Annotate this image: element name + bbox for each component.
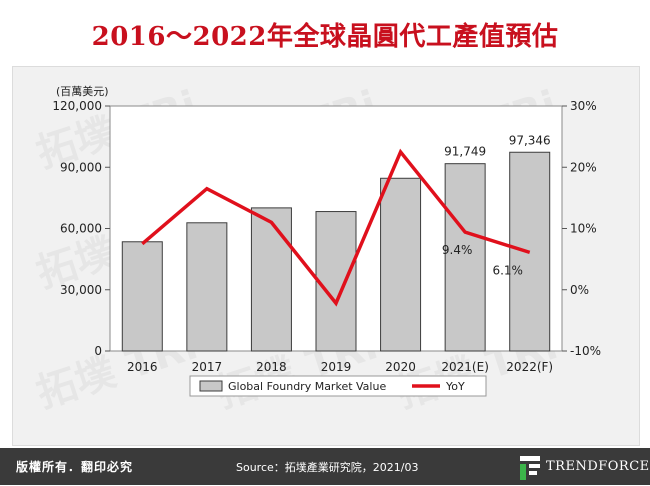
legend: Global Foundry Market Value YoY bbox=[189, 375, 487, 397]
x-tick-label: 2016 bbox=[127, 360, 158, 374]
y-left-tick-label: 120,000 bbox=[52, 99, 102, 113]
x-tick-label: 2020 bbox=[385, 360, 416, 374]
y-left-tick-label: 0 bbox=[94, 344, 102, 358]
axes: 0 30,000 60,000 90,000 120,000(百萬美元) -10% 0% 10… bbox=[52, 85, 601, 374]
data-label: 9.4% bbox=[442, 243, 473, 257]
y-left-tick-label: 90,000 bbox=[60, 160, 102, 174]
bar bbox=[186, 222, 228, 352]
bar-series bbox=[121, 151, 551, 352]
bar bbox=[380, 177, 422, 352]
bar bbox=[315, 211, 357, 352]
x-tick-label: 2019 bbox=[321, 360, 352, 374]
x-tick-label: 2018 bbox=[256, 360, 287, 374]
x-tick-label: 2021(E) bbox=[441, 360, 488, 374]
legend-label-bar: Global Foundry Market Value bbox=[228, 380, 386, 393]
data-label: 91,749 bbox=[444, 145, 486, 159]
trendforce-logo-icon bbox=[520, 456, 540, 480]
y-left-axis-label: (百萬美元) bbox=[56, 85, 109, 98]
yoy-series bbox=[141, 148, 531, 307]
legend-label-line: YoY bbox=[445, 380, 465, 393]
source-text: Source：拓墣產業研究院，2021/03 bbox=[236, 461, 419, 474]
y-left-tick-label: 60,000 bbox=[60, 222, 102, 236]
y-right-tick-label: 30% bbox=[570, 99, 597, 113]
legend-box bbox=[189, 375, 487, 397]
legend-swatch-bar bbox=[199, 380, 223, 392]
trendforce-logo-text: TRENDFORCE bbox=[546, 459, 650, 474]
chart-title: 2016～2022年全球晶圓代工產值預估 bbox=[91, 22, 559, 52]
y-left-tick-label: 30,000 bbox=[60, 283, 102, 297]
x-tick-label: 2022(F) bbox=[506, 360, 553, 374]
y-right-tick-label: 0% bbox=[570, 283, 589, 297]
data-labels: 91,749 97,346 9.4% 6.1% bbox=[442, 133, 551, 277]
data-label: 6.1% bbox=[492, 263, 523, 277]
footer-bar: 版權所有．翻印必究 Source：拓墣產業研究院，2021/03 TRENDFO… bbox=[0, 448, 650, 485]
trendforce-logo: TRENDFORCE bbox=[518, 452, 649, 482]
y-right-tick-label: 10% bbox=[570, 222, 597, 236]
bar bbox=[444, 163, 486, 352]
bar bbox=[121, 241, 163, 352]
y-right-tick-label: 20% bbox=[570, 160, 597, 174]
x-tick-label: 2017 bbox=[192, 360, 223, 374]
data-label: 97,346 bbox=[509, 133, 551, 147]
yoy-line bbox=[141, 148, 531, 307]
y-right-tick-label: -10% bbox=[570, 344, 601, 358]
copyright-text: 版權所有．翻印必究 bbox=[16, 460, 134, 474]
bar bbox=[250, 207, 292, 352]
